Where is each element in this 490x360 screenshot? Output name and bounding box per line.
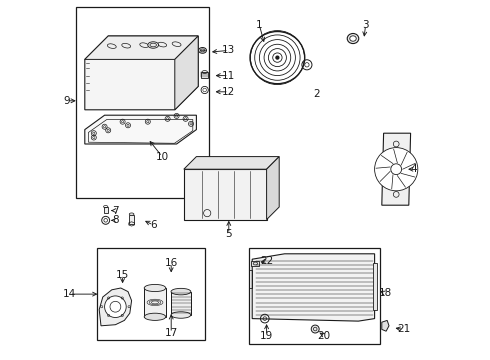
- Circle shape: [311, 325, 319, 333]
- Text: 15: 15: [116, 270, 129, 280]
- Bar: [129, 215, 134, 224]
- Text: 9: 9: [64, 96, 70, 106]
- Text: 20: 20: [318, 330, 331, 341]
- Text: 22: 22: [260, 256, 273, 266]
- Bar: [171, 292, 191, 315]
- Text: 7: 7: [112, 206, 119, 216]
- Polygon shape: [175, 36, 198, 110]
- Bar: [201, 72, 208, 78]
- Bar: [103, 207, 108, 213]
- Circle shape: [276, 56, 279, 59]
- Text: 21: 21: [397, 324, 410, 334]
- Bar: [248, 248, 380, 344]
- Text: 1: 1: [256, 20, 263, 30]
- Ellipse shape: [347, 33, 359, 44]
- Ellipse shape: [171, 288, 191, 295]
- Ellipse shape: [148, 42, 159, 48]
- Text: 5: 5: [225, 229, 232, 239]
- Bar: [98, 248, 205, 340]
- Bar: [144, 288, 166, 317]
- Text: 3: 3: [362, 20, 369, 30]
- Text: 4: 4: [411, 164, 417, 174]
- Text: 13: 13: [222, 45, 235, 55]
- Ellipse shape: [144, 284, 166, 292]
- Text: 19: 19: [260, 330, 273, 341]
- Text: 17: 17: [165, 328, 178, 338]
- Bar: [373, 263, 377, 310]
- Polygon shape: [184, 169, 267, 220]
- Bar: [251, 261, 259, 266]
- Polygon shape: [85, 115, 196, 144]
- Text: 12: 12: [222, 87, 235, 97]
- Ellipse shape: [171, 312, 191, 318]
- Text: 18: 18: [379, 288, 392, 298]
- Ellipse shape: [144, 313, 166, 320]
- Text: 14: 14: [63, 289, 76, 299]
- Polygon shape: [184, 157, 279, 169]
- Ellipse shape: [129, 213, 134, 215]
- Polygon shape: [99, 288, 132, 326]
- Polygon shape: [252, 254, 374, 321]
- Text: 8: 8: [112, 215, 119, 225]
- Text: 16: 16: [165, 258, 178, 268]
- Ellipse shape: [198, 48, 206, 53]
- Polygon shape: [85, 36, 198, 59]
- Circle shape: [104, 296, 126, 318]
- Circle shape: [374, 148, 418, 191]
- Text: 11: 11: [222, 71, 235, 81]
- Polygon shape: [85, 36, 198, 110]
- Bar: [76, 7, 209, 198]
- Polygon shape: [382, 133, 411, 205]
- Text: 10: 10: [156, 152, 169, 162]
- Text: 2: 2: [314, 89, 320, 99]
- Text: 6: 6: [150, 220, 156, 230]
- Polygon shape: [267, 157, 279, 220]
- Ellipse shape: [350, 36, 356, 41]
- Polygon shape: [382, 320, 389, 331]
